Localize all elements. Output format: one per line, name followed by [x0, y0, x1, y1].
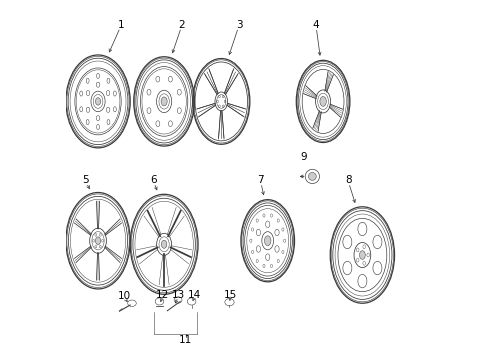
Ellipse shape — [359, 251, 365, 259]
Text: 1: 1 — [118, 19, 124, 30]
Text: 13: 13 — [171, 290, 184, 300]
Ellipse shape — [264, 236, 270, 246]
Ellipse shape — [161, 240, 166, 248]
Text: 10: 10 — [118, 291, 131, 301]
Text: 4: 4 — [312, 19, 319, 30]
Text: 6: 6 — [150, 175, 156, 185]
Text: 2: 2 — [178, 19, 185, 30]
Text: 9: 9 — [300, 152, 306, 162]
Ellipse shape — [95, 98, 101, 105]
Ellipse shape — [161, 97, 167, 106]
Ellipse shape — [319, 96, 325, 106]
Text: 12: 12 — [155, 290, 169, 300]
Ellipse shape — [308, 172, 316, 180]
Text: 11: 11 — [179, 335, 192, 345]
Text: 8: 8 — [344, 175, 351, 185]
Text: 14: 14 — [187, 290, 201, 300]
Ellipse shape — [95, 237, 101, 244]
Text: 5: 5 — [82, 175, 89, 185]
Text: 15: 15 — [223, 290, 236, 300]
Text: 7: 7 — [257, 175, 264, 185]
Text: 3: 3 — [235, 19, 242, 30]
